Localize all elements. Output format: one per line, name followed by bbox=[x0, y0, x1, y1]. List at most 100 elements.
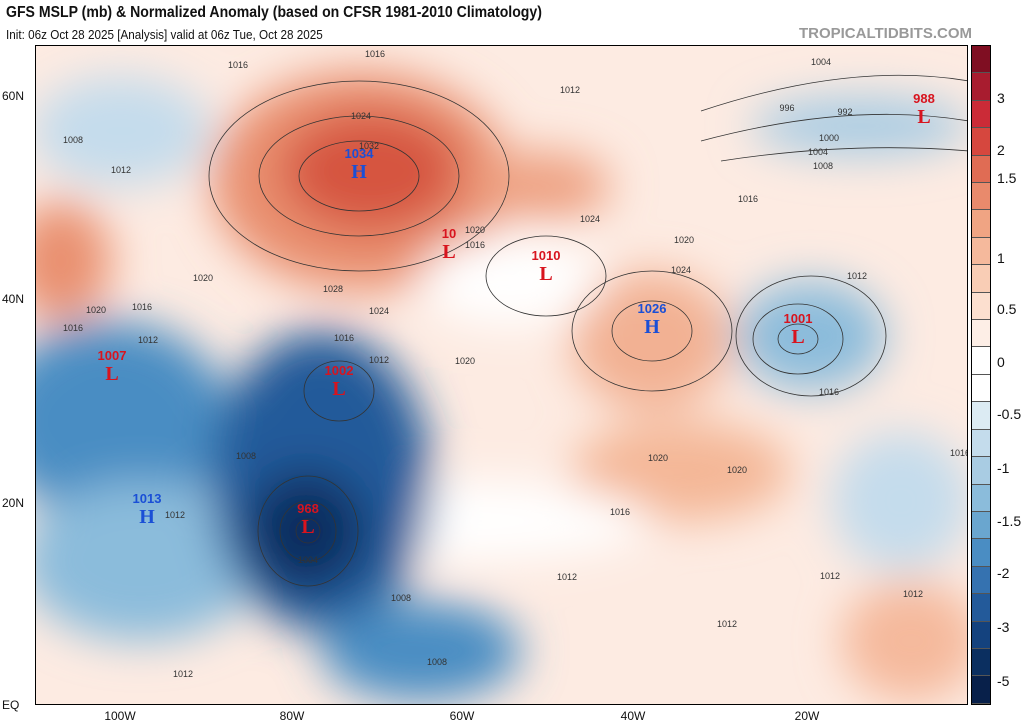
colorbar-tick: -1.5 bbox=[997, 513, 1022, 529]
colorbar-tick: -0.5 bbox=[997, 406, 1022, 422]
isobar-label: 1024 bbox=[351, 111, 371, 121]
isobar-label: 1008 bbox=[63, 135, 83, 145]
pressure-center-value: 1002 bbox=[325, 363, 354, 378]
colorbar-tick: 3 bbox=[997, 90, 1005, 106]
colorbar-tick: -1 bbox=[997, 460, 1010, 476]
colorbar-tick: 1.5 bbox=[997, 170, 1017, 186]
isobar-label: 1020 bbox=[193, 273, 213, 283]
colorbar-segment bbox=[972, 648, 990, 677]
lat-label: EQ bbox=[2, 698, 20, 712]
colorbar-tick: 0 bbox=[997, 354, 1005, 370]
low-pressure-marker: L bbox=[791, 326, 804, 348]
lon-label: 20W bbox=[794, 709, 820, 723]
isobar-label: 1012 bbox=[111, 165, 131, 175]
colorbar-tick: 2 bbox=[997, 142, 1005, 158]
isobar-label: 1016 bbox=[63, 323, 83, 333]
colorbar-tick: 0.5 bbox=[997, 301, 1017, 317]
pressure-center-value: 1001 bbox=[784, 311, 813, 326]
isobar-label: 1012 bbox=[903, 589, 923, 599]
isobar-label: 1012 bbox=[560, 85, 580, 95]
isobar-label: 1020 bbox=[455, 356, 475, 366]
colorbar-segment bbox=[972, 484, 990, 512]
colorbar-segment bbox=[972, 237, 990, 266]
isobar-label: 1024 bbox=[369, 306, 389, 316]
colorbar-segment bbox=[972, 539, 990, 567]
isobar-label: 1008 bbox=[391, 593, 411, 603]
colorbar-tick: 1 bbox=[997, 250, 1005, 266]
isobar-label: 1012 bbox=[847, 271, 867, 281]
low-pressure-marker: L bbox=[917, 106, 930, 128]
pressure-center-value: 1026 bbox=[638, 301, 667, 316]
colorbar-segment bbox=[972, 210, 990, 238]
isobar-label: 1016 bbox=[950, 448, 968, 458]
isobar-label: 1004 bbox=[298, 555, 318, 565]
isobar-label: 1012 bbox=[173, 669, 193, 679]
isobar-label: 1020 bbox=[86, 305, 106, 315]
colorbar-segment bbox=[972, 594, 990, 622]
colorbar bbox=[971, 45, 991, 705]
colorbar-segment bbox=[972, 265, 990, 293]
brand-watermark: TROPICALTIDBITS.COM bbox=[798, 25, 972, 42]
isobar-label: 1016 bbox=[465, 240, 485, 250]
colorbar-segment bbox=[972, 46, 990, 74]
isobar-label: 1012 bbox=[369, 355, 389, 365]
colorbar-segment bbox=[972, 402, 990, 430]
isobar-label: 1020 bbox=[727, 465, 747, 475]
isobars bbox=[208, 74, 967, 587]
low-pressure-marker: L bbox=[105, 363, 118, 385]
anomaly-map: 1016 1016 1012 1004 996 992 1000 1004 1008 1008 10… bbox=[35, 45, 968, 705]
isobar-label: 1016 bbox=[334, 333, 354, 343]
low-pressure-marker: L bbox=[332, 378, 345, 400]
lat-label: 20N bbox=[2, 496, 25, 510]
lon-label: 80W bbox=[279, 709, 305, 723]
lon-label: 100W bbox=[104, 709, 136, 723]
isobar-label: 1008 bbox=[813, 161, 833, 171]
lat-label: 60N bbox=[2, 89, 25, 103]
high-pressure-marker: H bbox=[139, 506, 155, 528]
colorbar-segment bbox=[972, 183, 990, 211]
isobar-label: 1016 bbox=[738, 194, 758, 204]
pressure-center-value: 988 bbox=[913, 91, 935, 106]
isobar-label: 1004 bbox=[811, 57, 831, 67]
pressure-center-value: 10 bbox=[442, 226, 456, 241]
colorbar-segment bbox=[972, 100, 990, 129]
map-subtitle: Init: 06z Oct 28 2025 [Analysis] valid a… bbox=[6, 27, 323, 42]
pressure-center-value: 968 bbox=[297, 501, 319, 516]
isobar-label: 1016 bbox=[132, 302, 152, 312]
isobar-label: 1008 bbox=[236, 451, 256, 461]
lat-label: 40N bbox=[2, 292, 25, 306]
colorbar-segment bbox=[972, 566, 990, 595]
isobar-label: 1016 bbox=[228, 60, 248, 70]
lon-label: 40W bbox=[620, 709, 646, 723]
colorbar-segment bbox=[972, 292, 990, 321]
colorbar-tick: -2 bbox=[997, 565, 1010, 581]
isobar-label: 1016 bbox=[365, 49, 385, 59]
pressure-center-value: 1013 bbox=[133, 491, 162, 506]
isobar-label: 1008 bbox=[427, 657, 447, 667]
isobar-label: 1004 bbox=[808, 147, 828, 157]
isobar-label: 1012 bbox=[717, 619, 737, 629]
colorbar-segment bbox=[972, 73, 990, 101]
colorbar-segment bbox=[972, 429, 990, 458]
high-pressure-marker: H bbox=[351, 161, 367, 183]
isobar-label: 1032 bbox=[359, 141, 379, 151]
isobar-label: 1020 bbox=[674, 235, 694, 245]
isobar-label: 1024 bbox=[671, 265, 691, 275]
lon-label: 60W bbox=[449, 709, 475, 723]
low-pressure-marker: L bbox=[442, 241, 455, 263]
colorbar-tick: -3 bbox=[997, 619, 1010, 635]
isobar-label: 992 bbox=[837, 107, 852, 117]
pressure-center-value: 1034 bbox=[345, 146, 375, 161]
pressure-center-value: 1007 bbox=[98, 348, 127, 363]
colorbar-segment bbox=[972, 457, 990, 485]
isobar-label: 1012 bbox=[165, 510, 185, 520]
colorbar-segment bbox=[972, 374, 990, 403]
colorbar-segment bbox=[972, 155, 990, 184]
isobar-label: 1012 bbox=[557, 572, 577, 582]
colorbar-segment bbox=[972, 128, 990, 156]
isobar-label: 1000 bbox=[819, 133, 839, 143]
isobar-label: 996 bbox=[779, 103, 794, 113]
isobar-label: 1024 bbox=[580, 214, 600, 224]
colorbar-segment bbox=[972, 347, 990, 375]
low-pressure-marker: L bbox=[301, 516, 314, 538]
